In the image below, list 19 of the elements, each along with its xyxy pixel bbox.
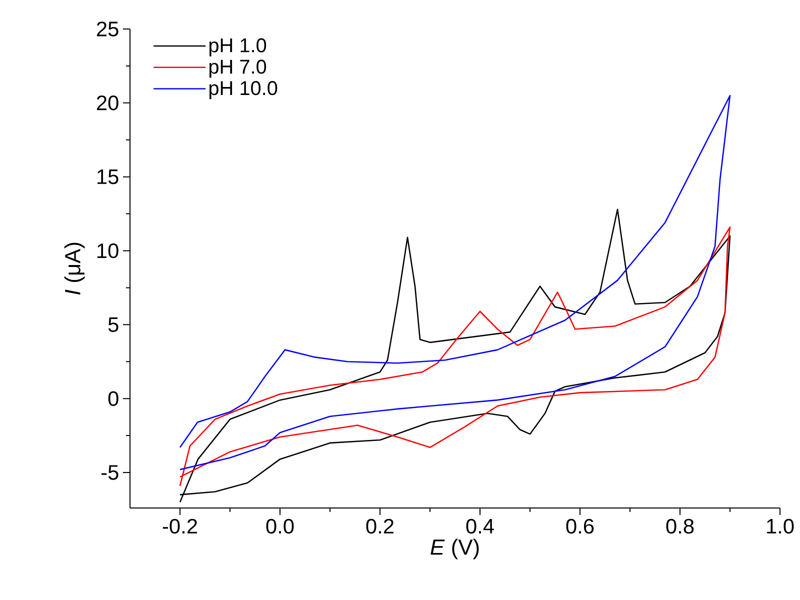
legend-label: pH 1.0 xyxy=(209,38,266,56)
y-axis-title: I (μA) xyxy=(64,242,85,295)
x-axis-title: E (V) xyxy=(430,538,479,560)
y-tick-label: 0 xyxy=(108,391,118,406)
x-tick-label: 0.8 xyxy=(666,518,694,534)
y-tick-label: 5 xyxy=(108,317,118,332)
y-tick-label: 15 xyxy=(98,170,118,184)
y-tick-label: 10 xyxy=(98,243,118,258)
x-tick-label: 1.0 xyxy=(767,518,794,534)
y-tick-label: 25 xyxy=(96,22,118,36)
legend-label: pH 10.0 xyxy=(209,81,278,100)
y-tick-label: -5 xyxy=(102,465,118,480)
legend-label: pH 7.0 xyxy=(209,60,266,78)
x-tick-label: 0.4 xyxy=(466,518,494,534)
x-tick-label: 0.2 xyxy=(366,518,394,534)
y-tick-label: 20 xyxy=(96,96,118,110)
x-tick-label: 0.6 xyxy=(566,518,594,534)
x-tick-label: 0.0 xyxy=(266,518,294,534)
x-tick-label: -0.2 xyxy=(162,518,197,534)
